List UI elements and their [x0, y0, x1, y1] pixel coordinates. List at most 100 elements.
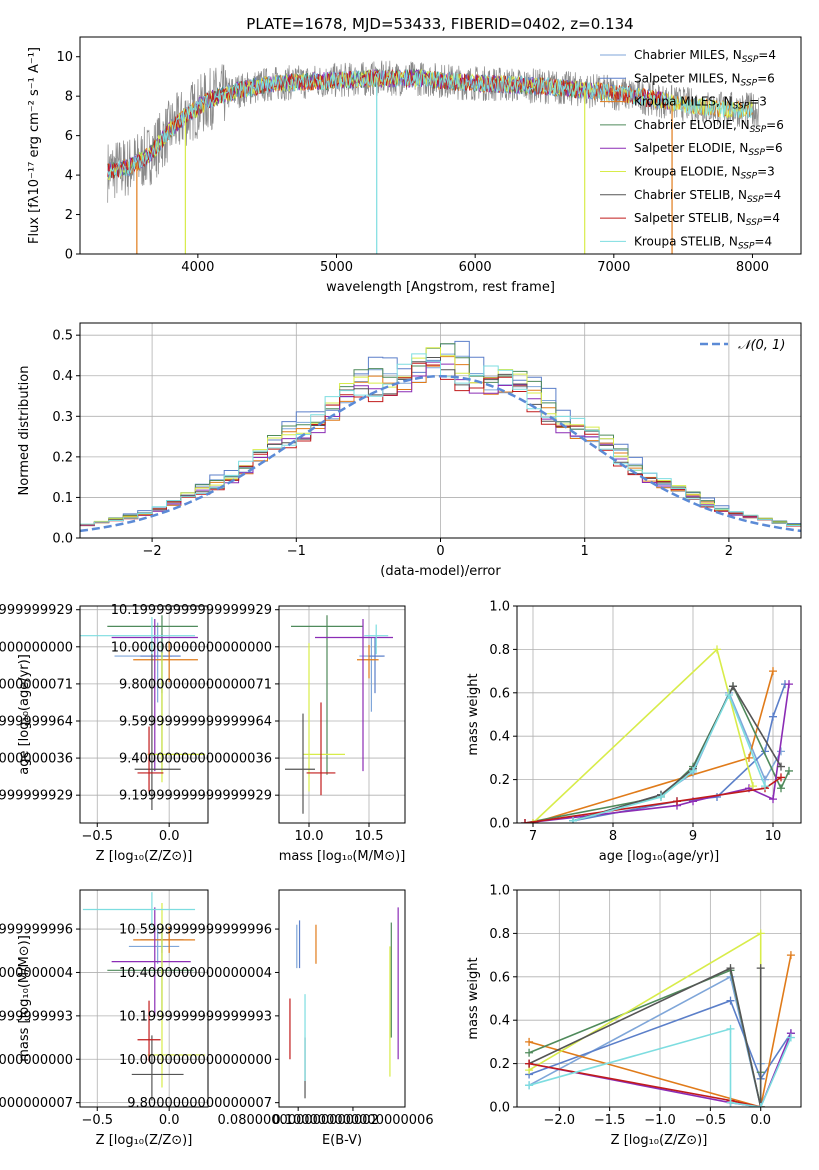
legend-subscript: SSP	[738, 241, 755, 251]
panel-weight-vs-Z: −2.0 −1.5 −1.0 −0.5 0.0 0.0 0.2 0.4 0.6 0.8 1.0 Z […	[466, 884, 802, 1148]
data-point-kroupa-stelib	[657, 792, 665, 801]
legend-label: Kroupa STELIB, NSSP=4	[634, 234, 772, 251]
y-tick-label: 1.0	[489, 884, 510, 899]
legend-label: Chabrier MILES, NSSP=4	[634, 48, 776, 65]
legend-value: =6	[757, 71, 775, 85]
y-tick-label: 10	[56, 50, 73, 65]
y-tick-label: 10.4000000000000004	[0, 966, 73, 981]
y-tick-label: 10.1999999999999993	[0, 1009, 73, 1024]
x-tick-label: −0.5	[81, 829, 113, 844]
axes-frame	[278, 889, 406, 1108]
histogram-kroupa-stelib	[80, 353, 801, 526]
y-axis-label: mass weight	[466, 673, 481, 755]
data-point-kroupa-elodie	[756, 929, 765, 938]
data-point-kroupa-miles	[769, 667, 777, 676]
x-tick-label: −1.0	[644, 1113, 676, 1128]
data-point-chabrier-stelib	[756, 964, 765, 973]
x-tick-label: 8	[609, 829, 617, 844]
y-tick-label: 9.80000000000000071	[0, 677, 73, 692]
legend-value: =4	[754, 234, 772, 248]
axes-frame	[516, 605, 802, 824]
y-tick-label: 10.5999999999999996	[119, 923, 272, 938]
x-tick-label: 0.0	[159, 1113, 180, 1128]
x-tick-label: 4000	[181, 260, 214, 275]
model-line-kroupa-stelib	[107, 69, 753, 178]
x-tick-label: 10	[765, 829, 782, 844]
legend-label: Salpeter MILES, NSSP=6	[634, 71, 775, 88]
data-point-kroupa-elodie	[529, 819, 537, 823]
plot-area	[285, 615, 393, 814]
legend-value: =3	[757, 165, 775, 179]
legend-label: Salpeter STELIB, NSSP=4	[634, 211, 780, 228]
y-tick-label: 0.0	[52, 532, 73, 547]
legend-subscript: SSP	[747, 195, 764, 205]
x-axis-label: Z [log₁₀(Z/Z⊙)]	[96, 1133, 193, 1148]
y-tick-label: 0.2	[489, 773, 510, 788]
legend-value: =6	[766, 118, 784, 132]
legend-label: 𝒩(0, 1)	[738, 338, 785, 353]
y-tick-label: 10.4000000000000004	[119, 966, 272, 981]
y-tick-label: 9.40000000000000036	[119, 752, 272, 767]
legend-subscript: SSP	[742, 55, 759, 65]
histogram-kroupa-elodie	[80, 347, 801, 526]
x-tick-label: 0.0	[750, 1113, 771, 1128]
y-tick-label: 8	[65, 90, 73, 105]
x-tick-label: 0.100000000000000006	[272, 1113, 433, 1128]
y-tick-label: 9.80000000000000071	[119, 677, 272, 692]
y-tick-label: 4	[65, 169, 73, 184]
x-tick-label: 10.0	[295, 829, 324, 844]
x-axis-label: E(B-V)	[322, 1133, 362, 1148]
legend-subscript: SSP	[741, 78, 758, 88]
x-tick-label: 5000	[320, 260, 353, 275]
legend-subscript: SSP	[750, 125, 767, 135]
y-tick-label: 9.19999999999999929	[119, 789, 272, 804]
x-tick-label: 2	[725, 544, 733, 559]
panel-age-vs-mass: 10.0 10.5 9.19999999999999929 9.40000000000…	[111, 603, 406, 864]
data-point-chabrier-miles	[777, 747, 785, 756]
x-tick-label: 6000	[459, 260, 492, 275]
x-axis-label: (data-model)/error	[380, 564, 501, 579]
x-axis-label: mass [log₁₀(M/M⊙)]	[279, 849, 406, 864]
y-tick-label: 0.8	[489, 927, 510, 942]
panel-residuals: 𝒩(0, 1) −2 −1 0 1 2 0.0 0.1 0.2 0.3 0.4 0.5 (data-mo…	[17, 322, 802, 579]
data-point-salpeter-stelib	[525, 1059, 534, 1068]
y-tick-label: 0	[65, 248, 73, 263]
normal-curve-line	[80, 374, 801, 533]
x-tick-label: 8000	[736, 260, 769, 275]
panel-mass-vs-Z: −0.5 0.0 9.8000000000000007 10.000000000000…	[0, 889, 209, 1148]
legend-value: =4	[758, 48, 776, 62]
y-tick-label: 10.00000000000000000	[0, 640, 73, 655]
data-point-chabrier-elodie	[777, 784, 785, 793]
data-point-kroupa-elodie	[749, 782, 757, 791]
x-tick-label: 9	[689, 829, 697, 844]
y-tick-label: 9.59999999999999964	[119, 714, 272, 729]
y-tick-label: 0.5	[52, 329, 73, 344]
data-point-salpeter-miles	[726, 996, 735, 1005]
x-axis-label: age [log₁₀(age/yr)]	[599, 849, 720, 864]
y-tick-label: 0.2	[52, 450, 73, 465]
y-tick-label: 9.8000000000000007	[127, 1096, 272, 1111]
y-tick-label: 10.1999999999999993	[119, 1009, 272, 1024]
y-tick-label: 10.00000000000000000	[111, 640, 272, 655]
y-tick-label: 10.0000000000000000	[119, 1053, 272, 1068]
panel-mass-vs-ebv: 0.0800000000000000020.100000000000000006…	[119, 889, 434, 1148]
data-point-kroupa-stelib	[569, 816, 577, 823]
x-tick-label: −0.5	[695, 1113, 727, 1128]
y-axis-label: Flux [fλ10⁻¹⁷ erg cm⁻² s⁻¹ A⁻¹]	[27, 47, 42, 244]
y-tick-label: 9.19999999999999929	[0, 789, 73, 804]
y-tick-label: 10.19999999999999929	[0, 603, 73, 618]
x-tick-label: 7000	[597, 260, 630, 275]
panel-weight-vs-age: 7 8 9 10 0.0 0.2 0.4 0.6 0.8 1.0 age [log₁₀(age/yr…	[466, 600, 802, 864]
legend-subscript: SSP	[733, 102, 750, 112]
legend-subscript: SSP	[748, 148, 765, 158]
x-tick-label: 10.5	[355, 829, 384, 844]
legend-subscript: SSP	[741, 172, 758, 182]
legend-value: =4	[764, 188, 782, 202]
y-tick-label: 0.4	[489, 1014, 510, 1029]
plot-area	[289, 907, 399, 1099]
data-point-kroupa-stelib	[761, 782, 769, 791]
axes-frame	[79, 605, 209, 824]
data-point-kroupa-miles	[786, 951, 795, 960]
x-tick-label: 0	[436, 544, 444, 559]
